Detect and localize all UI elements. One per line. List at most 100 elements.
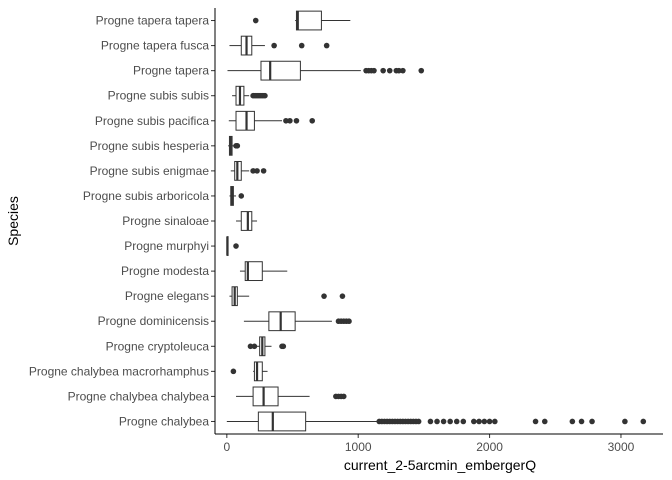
outlier-point xyxy=(283,117,289,124)
outlier-point xyxy=(492,418,498,425)
box-group xyxy=(232,85,268,106)
y-tick-label: Progne sinaloae xyxy=(122,214,209,228)
box xyxy=(268,311,296,332)
outlier-point xyxy=(234,143,241,149)
outlier-point xyxy=(298,42,305,49)
box xyxy=(244,261,263,282)
outlier-point xyxy=(340,393,347,400)
box xyxy=(240,211,253,231)
outlier-point xyxy=(532,418,539,425)
y-tick-label: Progne chalybea chalybea xyxy=(68,389,210,403)
outlier-point xyxy=(230,368,237,375)
outlier-point xyxy=(396,67,402,74)
plot-marks xyxy=(226,10,647,432)
outlier-point xyxy=(371,67,377,74)
box-group xyxy=(236,386,347,407)
x-tick-label: 2000 xyxy=(476,440,503,454)
outlier-point xyxy=(254,168,260,174)
box xyxy=(257,411,307,432)
box xyxy=(253,361,263,382)
box-group xyxy=(230,160,267,181)
box-group xyxy=(239,261,288,282)
y-tick-label: Progne subis pacifica xyxy=(95,114,209,128)
y-tick-label: Progne modesta xyxy=(121,264,209,278)
box-group xyxy=(226,236,239,256)
outlier-point xyxy=(238,193,245,199)
y-tick-label: Progne murphyi xyxy=(124,239,209,253)
outlier-point xyxy=(447,418,453,425)
box-group xyxy=(236,211,258,231)
box-group xyxy=(229,286,346,307)
y-tick-label: Progne elegans xyxy=(125,289,209,303)
outlier-point xyxy=(309,117,316,124)
outlier-point xyxy=(293,117,300,124)
y-tick-label: Progne subis hesperia xyxy=(90,139,210,153)
y-tick-label: Progne chalybea xyxy=(119,414,209,428)
outlier-point xyxy=(440,418,447,425)
y-tick-label: Progne chalybea macrorhamphus xyxy=(29,364,209,378)
outlier-point xyxy=(622,418,628,425)
box xyxy=(252,386,279,407)
outlier-point xyxy=(486,418,493,425)
box-group xyxy=(229,186,245,206)
outlier-point xyxy=(589,418,595,425)
box-group xyxy=(228,110,316,131)
box-group xyxy=(226,411,647,432)
x-tick-label: 3000 xyxy=(608,440,635,454)
outlier-point xyxy=(271,42,277,49)
box-group xyxy=(228,135,241,156)
outlier-point xyxy=(578,418,585,425)
y-tick-label: Progne subis enigmae xyxy=(90,164,210,178)
outlier-point xyxy=(640,418,647,425)
box-group xyxy=(227,60,425,81)
outlier-point xyxy=(434,418,440,425)
outlier-point xyxy=(453,418,460,425)
outlier-point xyxy=(415,418,422,425)
outlier-point xyxy=(346,318,352,325)
y-tick-label: Progne tapera tapera xyxy=(96,14,210,28)
box-group xyxy=(252,10,351,31)
y-tick-label: Progne subis arboricola xyxy=(83,189,209,203)
outlier-point xyxy=(339,293,346,299)
y-tick-label: Progne subis subis xyxy=(108,89,209,103)
y-tick-label: Progne tapera fusca xyxy=(101,39,209,53)
box-group xyxy=(247,336,287,357)
outlier-point xyxy=(418,67,425,74)
y-tick-label: Progne dominicensis xyxy=(98,314,209,328)
outlier-point xyxy=(260,168,267,174)
y-axis-ticks: Progne tapera tapera Progne tapera fusca P… xyxy=(29,14,215,428)
outlier-point xyxy=(460,418,467,425)
x-tick-label: 0 xyxy=(223,440,230,454)
outlier-point xyxy=(541,418,548,425)
y-tick-label: Progne tapera xyxy=(133,64,209,78)
box xyxy=(260,60,301,81)
outlier-point xyxy=(251,343,258,350)
outlier-point xyxy=(247,343,254,350)
outlier-point xyxy=(262,92,268,99)
y-tick-label: Progne cryptoleuca xyxy=(106,339,210,353)
outlier-point xyxy=(252,17,259,24)
outlier-point xyxy=(471,418,477,425)
outlier-point xyxy=(323,42,330,49)
outlier-point xyxy=(476,418,482,425)
outlier-point xyxy=(280,343,287,350)
outlier-point xyxy=(287,117,293,124)
x-axis-title: current_2-5arcmin_embergerQ xyxy=(344,457,536,473)
box xyxy=(295,10,322,31)
y-axis-title: Species xyxy=(5,196,21,246)
outlier-point xyxy=(481,418,488,425)
outlier-point xyxy=(250,168,256,174)
outlier-point xyxy=(427,418,434,425)
outlier-point xyxy=(569,418,576,425)
box-group xyxy=(230,361,268,382)
box-group xyxy=(229,35,330,56)
x-tick-label: 1000 xyxy=(345,440,372,454)
outlier-point xyxy=(380,67,386,74)
outlier-point xyxy=(321,293,327,299)
box-group xyxy=(243,311,352,332)
outlier-point xyxy=(233,243,239,249)
box xyxy=(235,110,255,131)
outlier-point xyxy=(400,67,406,74)
outlier-point xyxy=(386,67,393,74)
